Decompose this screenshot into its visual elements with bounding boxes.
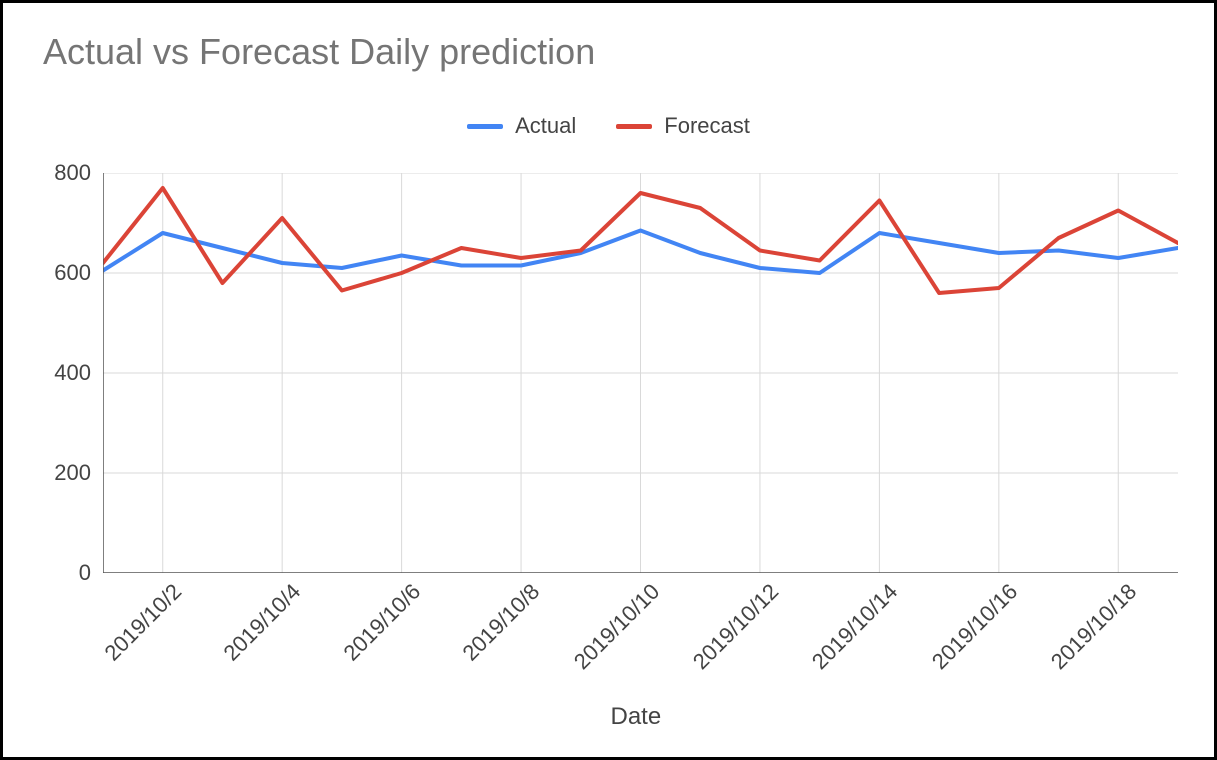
x-tick-label: 2019/10/12 [688,579,784,675]
x-tick-label: 2019/10/6 [338,579,426,667]
legend-item-forecast: Forecast [616,113,750,139]
y-tick-label: 0 [79,560,103,586]
x-tick-label: 2019/10/16 [927,579,1023,675]
chart-legend: Actual Forecast [3,113,1214,139]
y-tick-label: 800 [54,160,103,186]
x-tick-label: 2019/10/14 [807,579,903,675]
y-tick-label: 200 [54,460,103,486]
x-tick-label: 2019/10/10 [568,579,664,675]
legend-item-actual: Actual [467,113,576,139]
x-tick-label: 2019/10/18 [1046,579,1142,675]
x-tick-label: 2019/10/2 [99,579,187,667]
x-tick-label: 2019/10/4 [219,579,307,667]
x-axis-title: Date [611,703,662,731]
chart-title: Actual vs Forecast Daily prediction [43,31,595,73]
legend-swatch-forecast [616,124,652,129]
legend-label-actual: Actual [515,113,576,139]
chart-card: Actual vs Forecast Daily prediction Actu… [0,0,1217,760]
legend-swatch-actual [467,124,503,129]
x-tick-label: 2019/10/8 [457,579,545,667]
y-tick-label: 400 [54,360,103,386]
grid-group [103,173,1178,573]
y-tick-label: 600 [54,260,103,286]
plot-area: 800 600 400 200 0 2019/10/2 2019/10/4 20… [103,173,1178,573]
legend-label-forecast: Forecast [664,113,750,139]
plot-svg [103,173,1178,573]
